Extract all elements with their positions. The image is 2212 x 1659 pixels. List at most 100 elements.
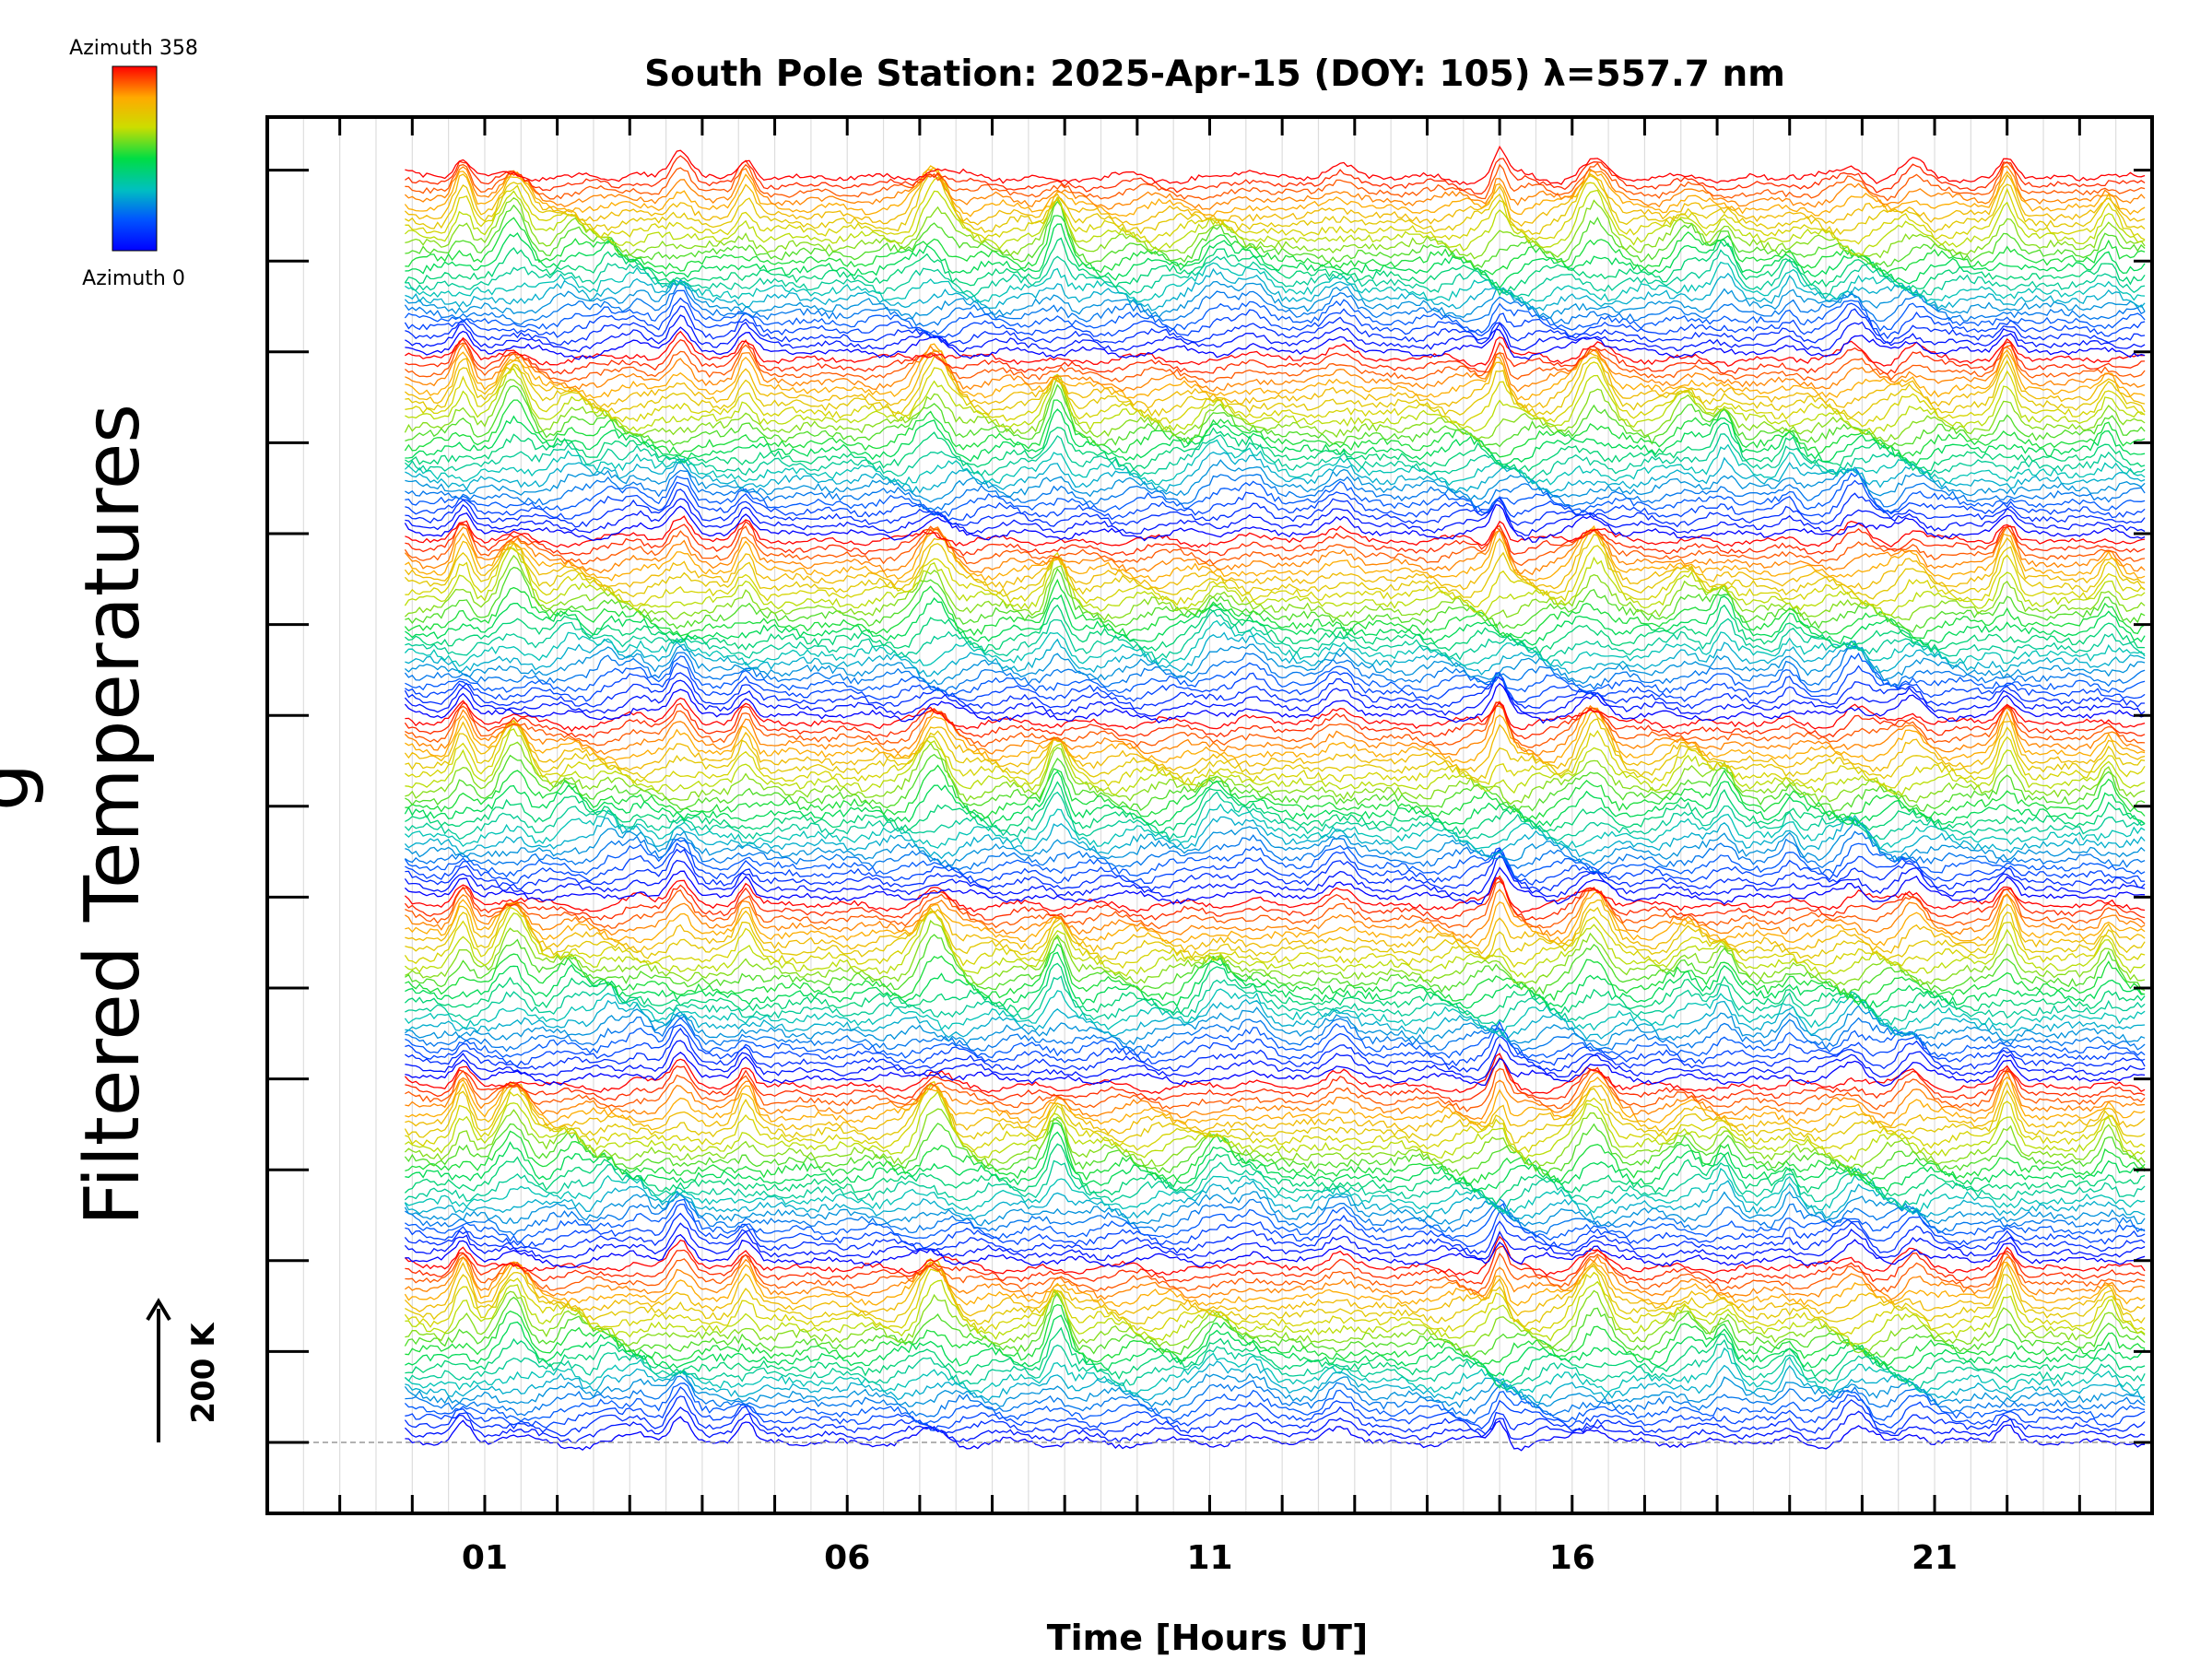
scale-bar-arrow-icon <box>146 1298 171 1322</box>
azimuth-trace <box>405 1279 2146 1347</box>
azimuth-trace <box>404 854 2146 899</box>
azimuth-trace <box>405 1194 2146 1237</box>
azimuth-trace <box>405 741 2146 806</box>
azimuth-trace <box>405 753 2146 813</box>
azimuth-trace <box>405 594 2146 646</box>
azimuth-trace <box>405 1013 2146 1053</box>
azimuth-trace <box>405 498 2146 536</box>
azimuth-trace <box>405 1203 2146 1249</box>
azimuth-trace <box>404 528 2146 591</box>
x-tick-label: 11 <box>1186 1539 1232 1577</box>
x-tick-label: 16 <box>1549 1539 1595 1577</box>
azimuth-trace <box>404 165 2146 228</box>
azimuth-trace <box>405 902 2146 961</box>
azimuth-trace <box>405 368 2146 435</box>
azimuth-trace <box>404 672 2146 710</box>
azimuth-trace <box>405 1245 2146 1285</box>
azimuth-trace <box>405 943 2146 1003</box>
azimuth-trace <box>404 1371 2146 1409</box>
azimuth-trace <box>404 641 2146 686</box>
azimuth-trace <box>405 880 2146 930</box>
azimuth-trace <box>405 890 2146 947</box>
azimuth-trace <box>405 1416 2146 1452</box>
azimuth-trace <box>404 1212 2146 1255</box>
azimuth-trace <box>404 877 2146 913</box>
azimuth-trace <box>405 200 2146 268</box>
azimuth-trace <box>404 534 2146 600</box>
azimuth-trace <box>405 521 2146 557</box>
azimuth-trace <box>405 887 2146 939</box>
azimuth-trace <box>405 155 2146 194</box>
azimuth-trace <box>405 697 2146 733</box>
azimuth-trace <box>404 838 2146 878</box>
azimuth-trace <box>405 1005 2146 1046</box>
azimuth-trace <box>404 1080 2146 1144</box>
azimuth-trace <box>405 338 2146 375</box>
azimuth-trace <box>404 297 2146 340</box>
azimuth-trace <box>405 951 2146 1010</box>
azimuth-trace <box>404 547 2146 617</box>
azimuth-trace <box>405 422 2146 473</box>
azimuth-trace <box>404 875 2146 921</box>
azimuth-trace <box>405 472 2146 517</box>
azimuth-trace <box>404 281 2146 327</box>
x-axis-label: Time [Hours UT] <box>1047 1618 1369 1658</box>
azimuth-trace <box>404 348 2146 409</box>
azimuth-trace <box>405 515 2146 548</box>
azimuth-trace <box>404 803 2146 851</box>
azimuth-trace <box>405 781 2146 836</box>
azimuth-trace <box>405 524 2146 582</box>
azimuth-trace <box>404 399 2146 458</box>
chart-title: South Pole Station: 2025-Apr-15 (DOY: 10… <box>644 53 1785 95</box>
azimuth-trace <box>405 1051 2146 1087</box>
azimuth-trace <box>404 911 2146 979</box>
azimuth-trace <box>405 1070 2146 1120</box>
azimuth-trace <box>405 330 2146 367</box>
azimuth-trace <box>405 1017 2146 1059</box>
azimuth-trace <box>404 709 2146 773</box>
azimuth-trace <box>405 361 2146 428</box>
azimuth-trace <box>405 168 2146 236</box>
azimuth-trace <box>405 1198 2146 1243</box>
azimuth-trace <box>404 554 2146 622</box>
azimuth-trace <box>405 1260 2146 1328</box>
azimuth-trace <box>405 1375 2146 1418</box>
azimuth-trace <box>404 1406 2146 1444</box>
azimuth-trace <box>405 1252 2146 1294</box>
azimuth-trace <box>405 718 2146 781</box>
azimuth-trace <box>405 1314 2146 1377</box>
azimuth-trace <box>405 728 2146 796</box>
azimuth-trace <box>405 899 2146 955</box>
azimuth-trace <box>404 1190 2146 1228</box>
azimuth-trace <box>405 975 2146 1027</box>
azimuth-trace <box>404 1257 2146 1317</box>
azimuth-trace <box>404 1291 2146 1359</box>
azimuth-trace <box>405 1040 2146 1081</box>
azimuth-trace <box>405 1254 2146 1300</box>
x-tick-label: 01 <box>462 1539 508 1577</box>
azimuth-trace <box>404 1235 2146 1277</box>
azimuth-trace <box>404 342 2146 383</box>
azimuth-trace <box>405 305 2146 346</box>
azimuth-trace <box>405 176 2146 245</box>
azimuth-trace <box>404 682 2146 724</box>
azimuth-trace <box>404 1268 2146 1335</box>
azimuth-trace <box>404 1159 2146 1213</box>
azimuth-trace <box>404 604 2146 655</box>
colorbar <box>112 65 158 252</box>
azimuth-trace <box>404 676 2146 717</box>
azimuth-trace <box>405 249 2146 298</box>
azimuth-trace <box>405 848 2146 892</box>
azimuth-trace <box>405 1360 2146 1404</box>
azimuth-trace <box>405 707 2146 764</box>
azimuth-trace <box>405 459 2146 503</box>
azimuth-trace <box>404 524 2146 567</box>
azimuth-trace <box>405 609 2146 662</box>
azimuth-trace <box>404 906 2146 970</box>
azimuth-trace <box>405 994 2146 1041</box>
azimuth-trace <box>405 343 2146 401</box>
azimuth-trace <box>405 841 2146 886</box>
azimuth-trace <box>405 451 2146 494</box>
traces <box>404 145 2146 1452</box>
azimuth-trace <box>404 578 2146 640</box>
